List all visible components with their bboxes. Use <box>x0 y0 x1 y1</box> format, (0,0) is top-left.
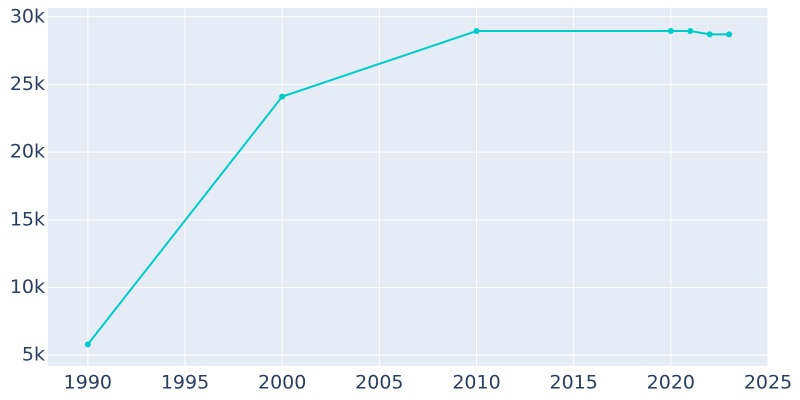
point <box>279 93 286 100</box>
point <box>84 341 91 348</box>
plot-area <box>48 8 768 366</box>
x-tick-label: 1990 <box>64 372 112 394</box>
x-tick-label: 2020 <box>647 372 695 394</box>
y-tick-label: 5k <box>22 344 45 366</box>
x-tick-label: 2015 <box>549 372 597 394</box>
point <box>473 28 480 35</box>
point <box>726 31 733 38</box>
x-tick-label: 2010 <box>452 372 500 394</box>
point <box>706 31 713 38</box>
y-tick-label: 10k <box>10 276 45 298</box>
x-tick-label: 2025 <box>744 372 792 394</box>
x-tick-label: 2000 <box>258 372 306 394</box>
x-tick-label: 1995 <box>161 372 209 394</box>
y-tick-label: 30k <box>10 5 45 27</box>
x-tick-label: 2005 <box>355 372 403 394</box>
y-tick-label: 15k <box>10 208 45 230</box>
point <box>687 28 694 35</box>
point <box>667 28 674 35</box>
y-tick-label: 20k <box>10 141 45 163</box>
y-tick-label: 25k <box>10 73 45 95</box>
